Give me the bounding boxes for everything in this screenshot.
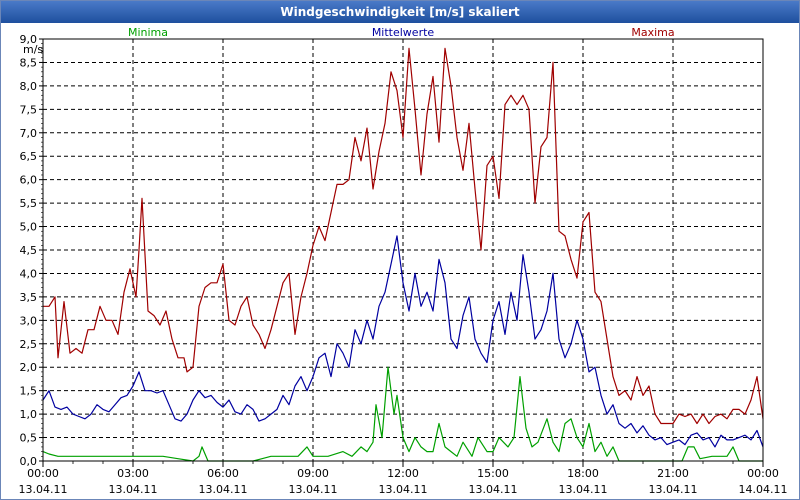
y-tick-label: 3,5 — [20, 291, 38, 304]
x-tick-date: 13.04.11 — [469, 483, 518, 496]
y-tick-label: 8,5 — [20, 56, 38, 69]
x-tick-time: 00:00 — [747, 467, 779, 480]
y-tick-label: 7,0 — [20, 127, 38, 140]
legend-entry-maxima: Maxima — [631, 26, 674, 39]
plot-border — [42, 38, 764, 462]
grid — [43, 38, 763, 462]
wind-speed-chart: 0,0 0,5 1,0 1,5 2,0 2,5 3,0 3,5 4,0 4,5 5,0 5,5 6,0 6… — [19, 26, 788, 496]
y-tick-label: 1,0 — [20, 408, 38, 421]
x-tick-date: 13.04.11 — [559, 483, 608, 496]
y-tick-label: 9,0 — [20, 33, 38, 46]
y-tick-label: 0,5 — [20, 432, 38, 445]
y-tick-label: 4,0 — [20, 267, 38, 280]
y-tick-label: 7,5 — [20, 103, 38, 116]
x-tick-time: 00:00 — [27, 467, 59, 480]
y-tick-label: 3,0 — [20, 314, 38, 327]
x-tick-date: 13.04.11 — [379, 483, 428, 496]
x-tick-date: 13.04.11 — [19, 483, 68, 496]
y-tick-label: 1,5 — [20, 385, 38, 398]
x-tick-date: 13.04.11 — [109, 483, 158, 496]
x-tick-time: 12:00 — [387, 467, 419, 480]
window-title: Windgeschwindigkeit [m/s] skaliert — [1, 1, 799, 23]
x-tick-time: 18:00 — [567, 467, 599, 480]
axis-labels: 0,0 0,5 1,0 1,5 2,0 2,5 3,0 3,5 4,0 4,5 5,0 5,5 6,0 6… — [19, 33, 788, 496]
y-tick-label: 6,5 — [20, 150, 38, 163]
x-tick-date: 14.04.11 — [739, 483, 788, 496]
y-tick-label: 2,5 — [20, 338, 38, 351]
legend-entry-mittelwerte: Mittelwerte — [372, 26, 435, 39]
y-tick-label: 6,0 — [20, 174, 38, 187]
y-tick-label: 5,5 — [20, 197, 38, 210]
axes — [39, 38, 764, 467]
y-tick-label: 4,5 — [20, 244, 38, 257]
x-tick-date: 13.04.11 — [199, 483, 248, 496]
series-line-mittelwerte — [42, 235, 764, 448]
x-tick-time: 21:00 — [657, 467, 689, 480]
y-tick-label: 0,0 — [20, 455, 38, 468]
y-axis-label: m/s — [23, 43, 43, 56]
y-tick-label: 8,0 — [20, 80, 38, 93]
legend-entry-minima: Minima — [128, 26, 168, 39]
x-tick-time: 03:00 — [117, 467, 149, 480]
x-tick-time: 06:00 — [207, 467, 239, 480]
x-tick-date: 13.04.11 — [289, 483, 338, 496]
y-tick-label: 2,0 — [20, 361, 38, 374]
series-line-maxima — [43, 47, 764, 425]
x-tick-time: 15:00 — [477, 467, 509, 480]
y-tick-label: 5,0 — [20, 221, 38, 234]
x-tick-date: 13.04.11 — [649, 483, 698, 496]
legend: Minima Mittelwerte Maxima — [128, 26, 675, 39]
x-tick-time: 09:00 — [297, 467, 329, 480]
